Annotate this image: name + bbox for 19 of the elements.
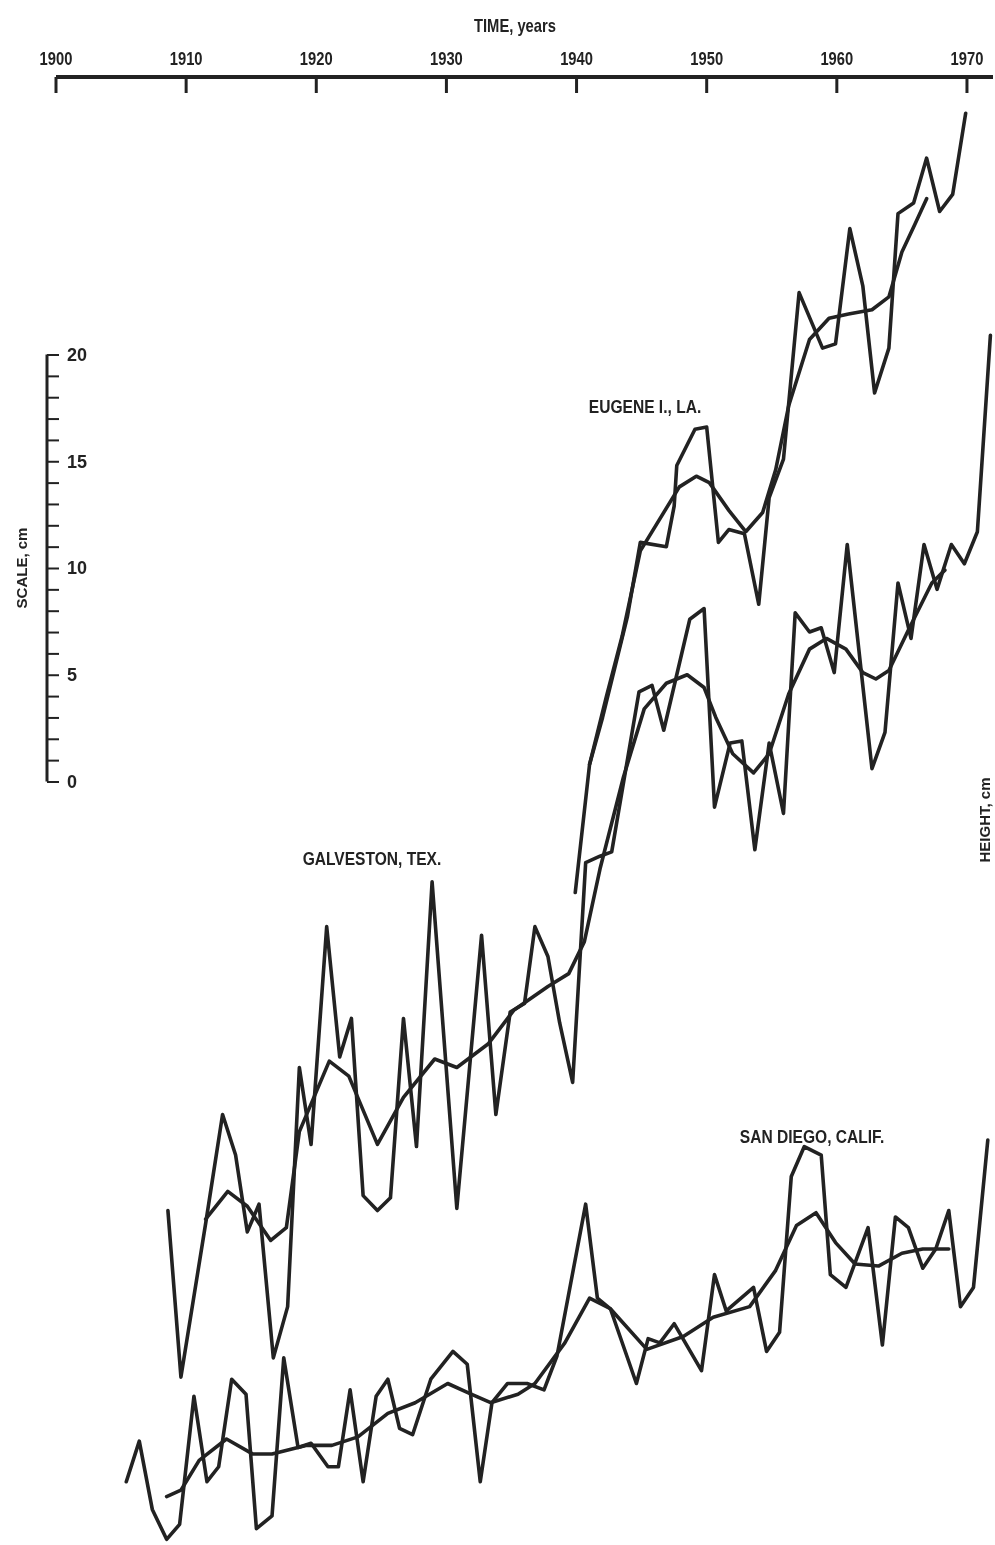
x-tick-label: 1920 (299, 48, 333, 69)
series-label: EUGENE I., LA. (588, 395, 702, 418)
x-axis-title: TIME, years (474, 15, 556, 36)
y-axis-title: SCALE, cm (13, 527, 30, 609)
x-tick-label: 1970 (950, 48, 984, 69)
x-tick-label: 1960 (820, 48, 854, 69)
x-tick-label: 1900 (39, 48, 73, 69)
x-tick-label: 1930 (430, 48, 463, 69)
y-tick-label: 0 (67, 771, 78, 792)
series-label: SAN DIEGO, CALIF. (739, 1125, 885, 1148)
x-tick-label: 1940 (560, 48, 593, 69)
x-tick-label: 1910 (169, 48, 203, 69)
y-tick-label: 10 (67, 558, 88, 579)
y-tick-label: 15 (67, 451, 88, 472)
y-tick-label: 5 (67, 665, 78, 685)
x-tick-label: 1950 (690, 48, 724, 69)
y2-axis-title: HEIGHT, cm (976, 777, 993, 863)
series-label: GALVESTON, TEX. (302, 847, 442, 870)
y-tick-label: 20 (67, 344, 88, 365)
